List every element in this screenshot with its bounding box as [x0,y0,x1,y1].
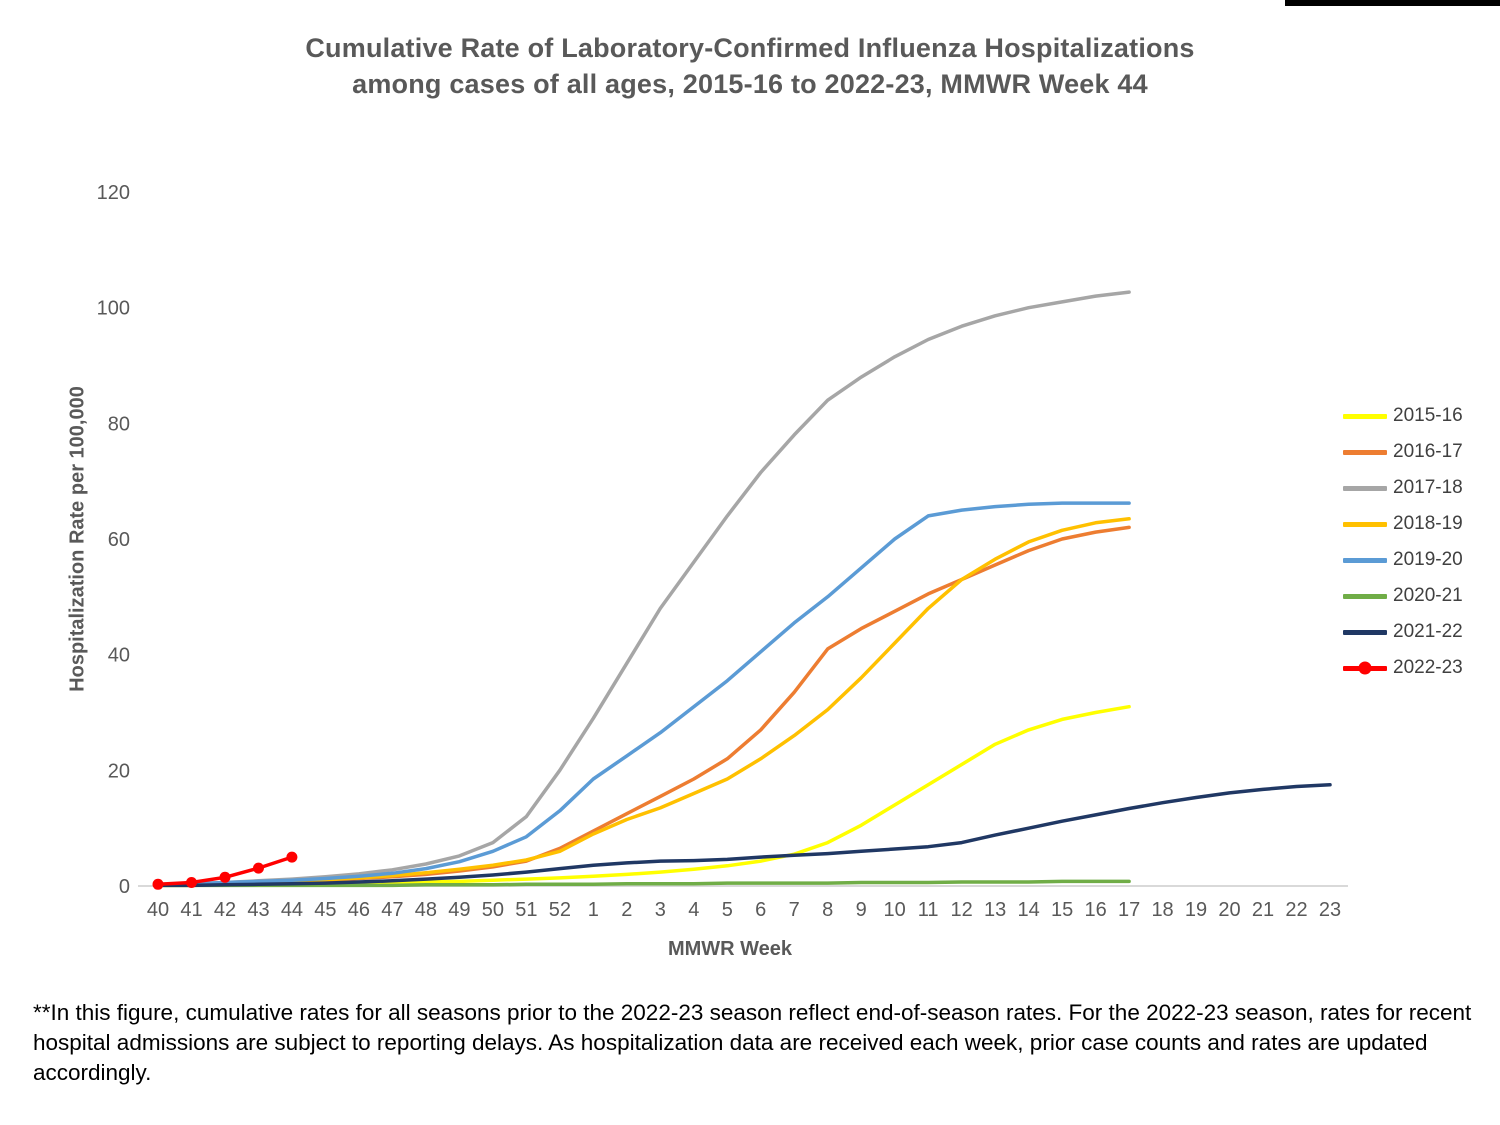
x-tick-label: 18 [1151,899,1173,921]
chart-legend: 2015-16 2016-17 2017-18 2018-19 2019-20 2020-… [1343,405,1463,678]
x-tick-label: 42 [214,899,236,921]
x-tick-label: 14 [1018,899,1040,921]
x-tick-label: 21 [1252,899,1274,921]
x-tick-label: 45 [314,899,336,921]
x-tick-label: 22 [1285,899,1307,921]
series-line-2020-21 [156,879,1131,888]
series-line-2019-20 [156,501,1131,887]
legend-item: 2021-22 [1343,621,1463,642]
legend-item: 2019-20 [1343,549,1463,570]
x-tick-label: 43 [247,899,269,921]
legend-swatch [1343,413,1387,419]
legend-marker-dot [1358,661,1372,675]
chart-title: Cumulative Rate of Laboratory-Confirmed … [0,30,1500,103]
legend-swatch [1343,557,1387,563]
x-tick-label: 46 [348,899,370,921]
legend-item: 2017-18 [1343,477,1463,498]
x-tick-label: 16 [1084,899,1106,921]
legend-label: 2016-17 [1393,441,1463,462]
x-tick-label: 52 [549,899,571,921]
x-tick-label: 20 [1218,899,1240,921]
series-marker [253,862,264,874]
legend-label: 2017-18 [1393,477,1463,498]
series-marker [186,877,197,888]
legend-label: 2018-19 [1393,513,1463,534]
y-tick-label: 0 [119,876,130,898]
series-line-2021-22 [156,783,1332,888]
series-line-2015-16 [156,704,1131,888]
series-line-2017-18 [156,290,1131,887]
legend-item: 2022-23 [1343,657,1463,678]
x-tick-label: 23 [1319,899,1341,921]
x-tick-label: 40 [147,899,169,921]
x-tick-label: 4 [688,899,699,921]
legend-swatch [1343,521,1387,527]
legend-swatch [1343,485,1387,491]
x-tick-label: 7 [789,899,800,921]
x-axis-title: MMWR Week [667,938,793,960]
legend-item: 2018-19 [1343,513,1463,534]
series-line-2022-23 [156,855,294,887]
legend-swatch [1343,593,1387,599]
y-tick-label: 60 [108,529,130,551]
x-tick-label: 3 [655,899,666,921]
series-marker [286,851,298,863]
x-tick-label: 17 [1118,899,1140,921]
x-tick-label: 8 [822,899,833,921]
series-line-2016-17 [156,525,1131,887]
x-tick-label: 49 [448,899,470,921]
legend-label: 2021-22 [1393,621,1463,642]
x-tick-label: 11 [918,899,939,921]
y-tick-label: 40 [108,645,130,667]
x-tick-label: 10 [884,899,906,921]
y-tick-label: 120 [97,182,130,204]
x-tick-label: 41 [180,899,202,921]
legend-label: 2020-21 [1393,585,1463,606]
legend-label: 2022-23 [1393,657,1463,678]
x-tick-label: 50 [482,899,504,921]
y-tick-label: 100 [97,298,130,320]
legend-label: 2015-16 [1393,405,1463,426]
legend-swatch [1343,629,1387,635]
x-tick-label: 9 [856,899,867,921]
x-tick-label: 1 [588,899,599,921]
x-tick-label: 2 [621,899,632,921]
legend-label: 2019-20 [1393,549,1463,570]
x-tick-label: 47 [381,899,403,921]
x-tick-label: 15 [1051,899,1073,921]
chart-title-line1: Cumulative Rate of Laboratory-Confirmed … [305,33,1195,63]
y-tick-label: 20 [108,760,130,782]
legend-item: 2016-17 [1343,441,1463,462]
top-border-fragment [1285,0,1500,6]
legend-swatch [1343,449,1387,455]
legend-swatch [1343,661,1387,675]
series-marker [219,871,231,883]
series-marker [152,878,164,890]
x-tick-label: 19 [1185,899,1207,921]
y-axis-title: Hospitalization Rate per 100,000 [66,386,89,692]
x-tick-label: 5 [722,899,733,921]
x-tick-label: 13 [984,899,1006,921]
y-tick-label: 80 [108,413,130,435]
x-tick-label: 12 [951,899,973,921]
series-line-2018-19 [156,517,1131,887]
chart-title-line2: among cases of all ages, 2015-16 to 2022… [352,69,1148,100]
legend-item: 2015-16 [1343,405,1463,426]
x-tick-label: 6 [755,899,766,921]
footnote: **In this figure, cumulative rates for a… [33,1000,1472,1085]
legend-item: 2020-21 [1343,585,1463,606]
x-tick-label: 44 [281,899,303,921]
x-tick-label: 51 [515,899,537,921]
x-tick-label: 48 [415,899,437,921]
